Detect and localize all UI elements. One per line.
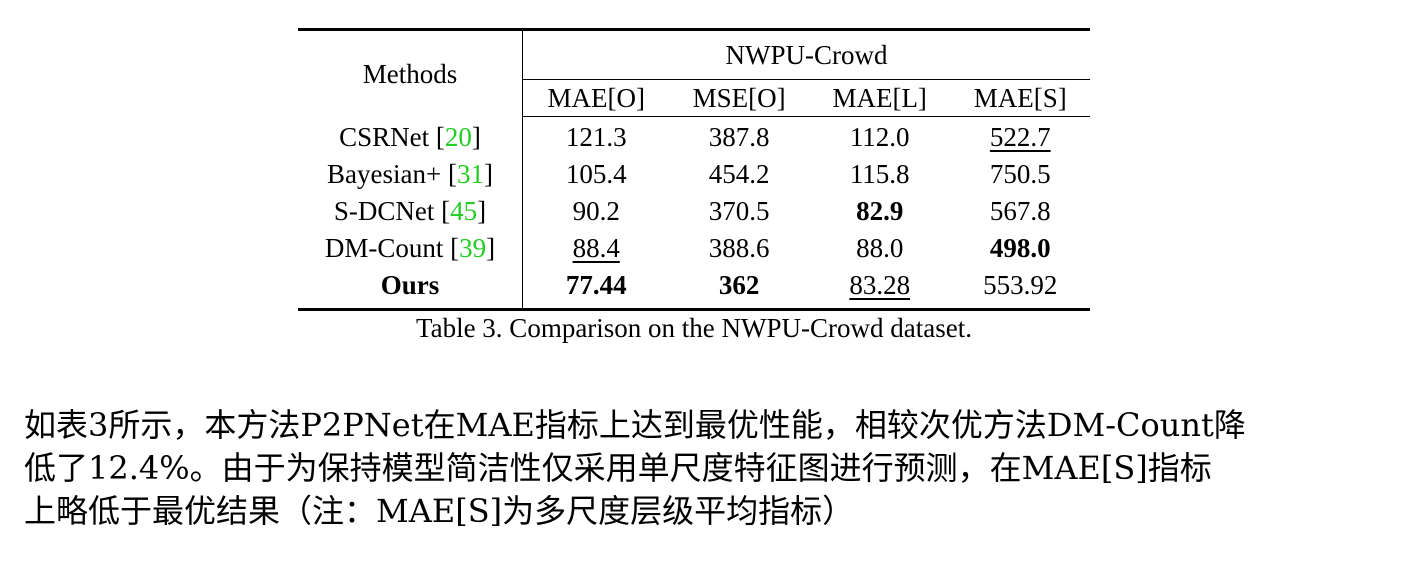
value-cell: 112.0 [849,122,910,153]
value-cell: 553.92 [983,270,1058,301]
citation-link[interactable]: 39 [459,233,487,264]
value-cell: 121.3 [565,122,627,153]
method-cell: CSRNet [20] [298,116,523,156]
value-cell-best: 362 [718,270,760,301]
methods-header: Methods [298,29,523,117]
value-cell: 90.2 [572,196,620,227]
method-cell: DM-Count [39] [298,230,523,267]
method-name: DM-Count [324,233,444,264]
value-cell-best: 82.9 [856,196,904,227]
table-row: DM-Count [39] 88.4 388.6 88.0 498.0 [298,230,1090,267]
paragraph-line: 上略低于最优结果（注：MAE[S]为多尺度层级平均指标） [24,492,855,530]
value-cell: 115.8 [849,159,910,190]
underlined-value: 88.4 [572,233,620,264]
comparison-table-container: Methods NWPU-Crowd MAE[O] MSE[O] MAE[L] … [298,28,1090,311]
description-paragraph: 如表3所示，本方法P2PNet在MAE指标上达到最优性能，相较次优方法DM-Co… [24,404,1414,533]
method-cell: S-DCNet [45] [298,193,523,230]
table-header-row: Methods NWPU-Crowd [298,29,1090,117]
citation-link[interactable]: 31 [456,159,484,190]
value-cell: 388.6 [708,233,770,264]
value-cell: 750.5 [989,159,1051,190]
paragraph-line: 如表3所示，本方法P2PNet在MAE指标上达到最优性能，相较次优方法DM-Co… [24,406,1246,444]
table-row: Bayesian+ [31] 105.4 454.2 115.8 750.5 [298,156,1090,193]
citation-link[interactable]: 20 [444,122,472,153]
value-cell-second-best: 522.7 [951,117,1090,157]
underlined-value: 83.28 [849,270,911,301]
value-cell: 387.8 [708,122,770,153]
value-cell: 370.5 [708,196,770,227]
value-cell: 88.0 [856,233,904,264]
value-cell: 454.2 [708,159,770,190]
column-header-mae-o: MAE[O] [522,79,670,117]
value-cell: 105.4 [565,159,627,190]
table-subheader-row: MAE[O] MSE[O] MAE[L] MAE[S] [298,79,1090,117]
citation-link[interactable]: 45 [450,196,478,227]
value-cell-best: 77.44 [565,270,627,301]
value-cell-best: 498.0 [989,233,1051,264]
method-name: CSRNet [339,122,430,153]
method-cell: Bayesian+ [31] [298,156,523,193]
dataset-group-header: NWPU-Crowd [522,29,1090,80]
table-row: Ours 77.44 362 83.28 553.92 [298,267,1090,310]
method-name: S-DCNet [333,196,435,227]
column-header-mse-o: MSE[O] [669,79,809,117]
value-cell-second-best: 83.28 [809,267,951,310]
table-row: CSRNet [20] 121.3 387.8 112.0 522.7 [298,116,1090,157]
underlined-value: 522.7 [989,122,1051,153]
table-caption: Table 3. Comparison on the NWPU-Crowd da… [415,313,972,343]
method-cell-ours: Ours [298,267,523,310]
column-header-mae-s: MAE[S] [950,79,1090,117]
paragraph-line: 低了12.4%。由于为保持模型简洁性仅采用单尺度特征图进行预测，在MAE[S]指… [24,449,1212,487]
comparison-table: Methods NWPU-Crowd MAE[O] MSE[O] MAE[L] … [298,28,1090,311]
method-name: Bayesian+ [327,159,442,190]
value-cell-second-best: 88.4 [523,230,670,267]
column-header-mae-l: MAE[L] [808,79,951,117]
value-cell: 567.8 [989,196,1051,227]
table-row: S-DCNet [45] 90.2 370.5 82.9 567.8 [298,193,1090,230]
